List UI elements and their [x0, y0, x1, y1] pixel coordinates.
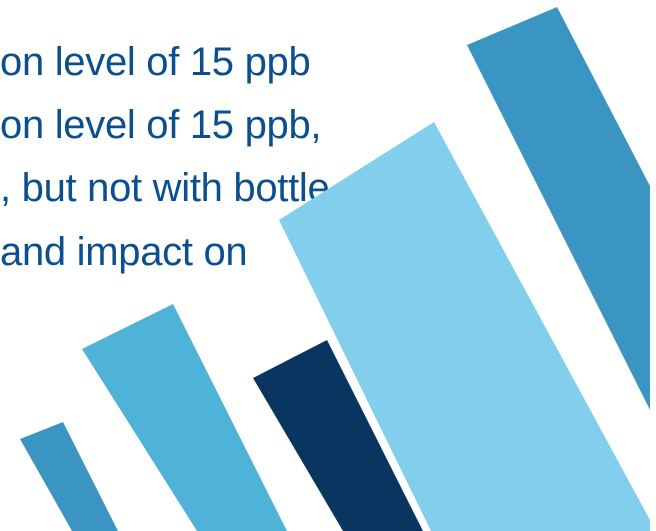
text-line-2: on level of 15 ppb, — [0, 103, 322, 147]
stripe-mid-blue-small — [20, 422, 118, 531]
text-line-3: , but not with bottle — [0, 166, 330, 210]
stripe-dark-navy — [253, 340, 423, 531]
text-line-1: on level of 15 ppb — [0, 40, 311, 84]
stripe-light-blue-large — [279, 122, 650, 531]
stripe-sky-blue — [82, 304, 287, 531]
stripe-mid-blue-right — [467, 7, 650, 410]
text-line-4: and impact on — [0, 230, 248, 274]
